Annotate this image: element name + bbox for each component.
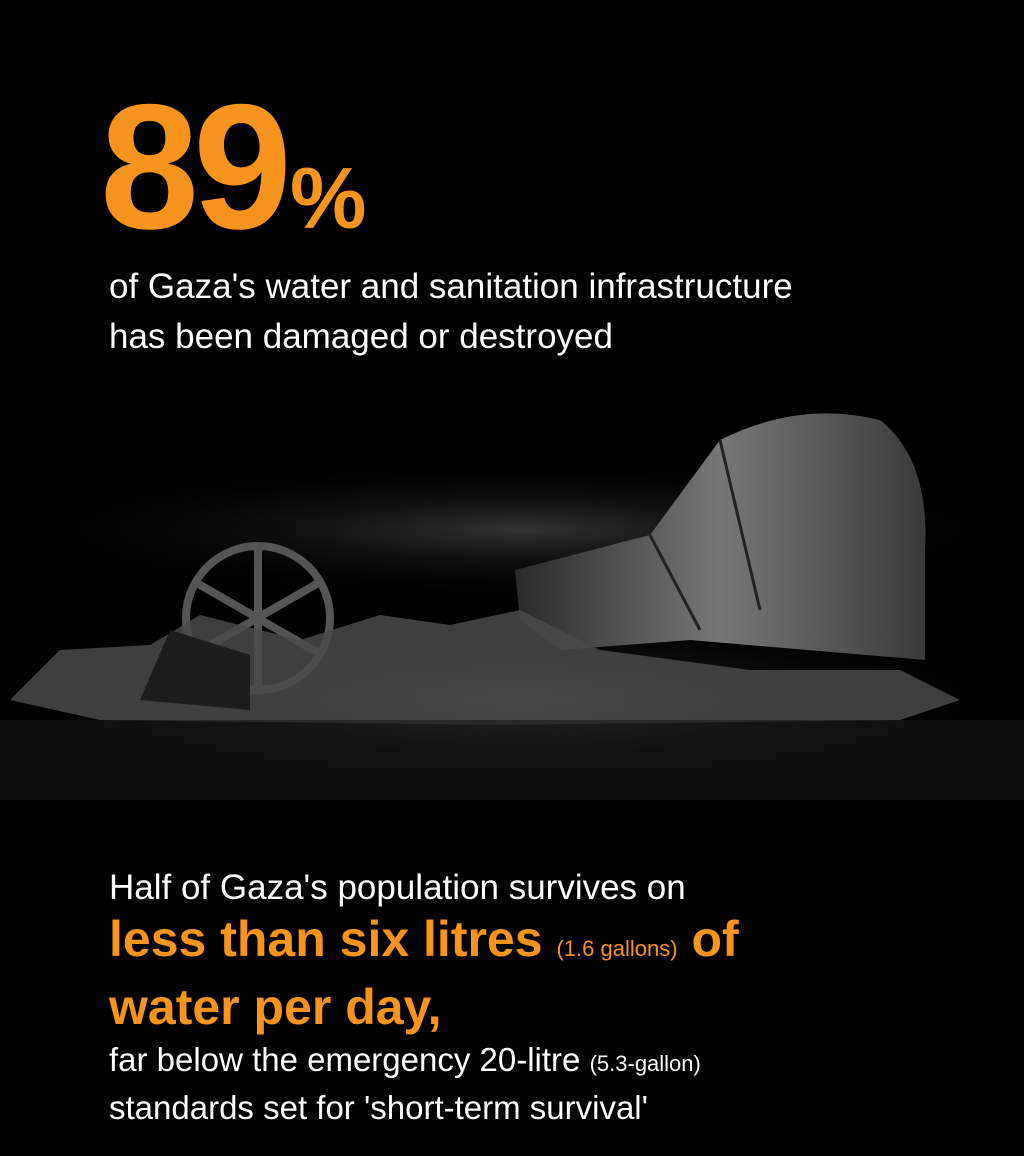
highlight-text-of: of	[691, 911, 739, 967]
headline-stat: 89%	[100, 78, 366, 256]
concrete-block	[140, 630, 250, 710]
highlight-text: less than six litres	[109, 911, 543, 967]
intro-text: Half of Gaza's population survives on	[109, 868, 686, 907]
pipe-icon	[515, 413, 926, 660]
headline-percent: %	[290, 151, 367, 247]
comparison-line-1: far below the emergency 20-litre (5.3-ga…	[109, 1038, 1009, 1086]
water-access-statement: Half of Gaza's population survives on le…	[109, 866, 1009, 1130]
comparison-aside: (5.3-gallon)	[589, 1051, 701, 1076]
gallons-aside: (1.6 gallons)	[556, 936, 678, 961]
comparison-line-2: standards set for 'short-term survival'	[109, 1089, 648, 1126]
headline-description: of Gaza's water and sanitation infrastru…	[109, 267, 793, 356]
highlight-line-2: water per day,	[109, 979, 442, 1035]
headline-number: 89	[100, 67, 292, 266]
broken-pipe-illustration	[0, 413, 1024, 800]
comparison-text: far below the emergency 20-litre	[109, 1041, 581, 1078]
ground	[0, 720, 1024, 800]
highlight-line-1: less than six litres (1.6 gallons) of	[109, 910, 1009, 978]
